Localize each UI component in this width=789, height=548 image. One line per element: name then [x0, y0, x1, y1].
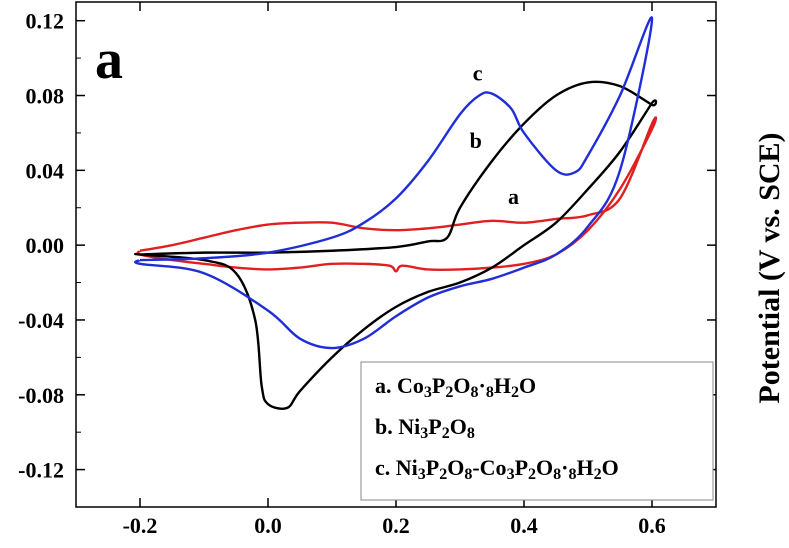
panel-label: a — [95, 29, 123, 91]
y-tick-label: 0.08 — [26, 84, 65, 109]
x-tick-label: 0.6 — [638, 513, 666, 538]
series-line-b — [134, 80, 658, 410]
curve-labels: a b c — [470, 61, 519, 209]
series-group — [134, 16, 658, 410]
x-tick-label: 0.2 — [382, 513, 410, 538]
y-tick-label: -0.08 — [18, 383, 64, 408]
y-axis-title: Potential (V vs. SCE) — [753, 132, 786, 403]
curve-label-b: b — [470, 128, 482, 153]
series-line-c — [134, 16, 654, 350]
curve-label-c: c — [473, 61, 483, 86]
curve-label-a: a — [508, 184, 519, 209]
y-tick-label: 0.12 — [26, 9, 65, 34]
x-tick-label: 0.0 — [254, 513, 282, 538]
y-tick-label: -0.12 — [18, 458, 64, 483]
legend: a. Co3P2O8·8H2O b. Ni3P2O8 c. Ni3P2O8-Co3P… — [360, 361, 714, 501]
legend-box — [360, 361, 714, 501]
legend-entry-c: c. Ni3P2O8-Co3P2O8·8H2O — [375, 455, 619, 483]
legend-entry-a: a. Co3P2O8·8H2O — [375, 373, 536, 401]
legend-entry-b: b. Ni3P2O8 — [375, 414, 475, 442]
x-tick-label: -0.2 — [123, 513, 158, 538]
axis-ticks: -0.2 0.0 0.2 0.4 0.6 0.12 0.08 0.04 0.00 -0.04 -0.… — [18, 2, 716, 538]
y-tick-label: -0.04 — [18, 308, 64, 333]
series-line-a — [136, 116, 658, 273]
y-tick-label: 0.04 — [26, 158, 65, 183]
x-tick-label: 0.4 — [510, 513, 538, 538]
y-tick-label: 0.00 — [26, 233, 65, 258]
